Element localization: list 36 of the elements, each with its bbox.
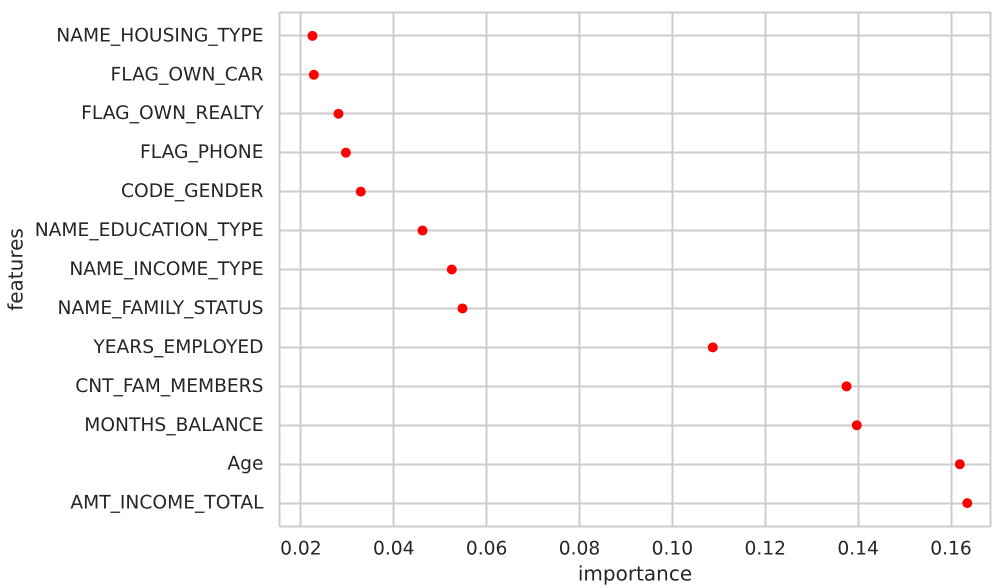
point [307,30,318,41]
y-tick-label: CODE_GENDER [120,181,264,202]
x-tick-label: 0.08 [558,538,600,560]
y-tick-label: NAME_FAMILY_STATUS [58,298,264,319]
x-tick-label: 0.14 [837,538,879,560]
x-tick-label: 0.06 [466,538,508,560]
point [356,186,366,197]
y-tick-label: FLAG_PHONE [140,142,264,164]
x-tick-label: 0.02 [280,538,322,560]
y-tick-label: NAME_EDUCATION_TYPE [34,220,264,242]
x-tick-label: 0.16 [930,538,972,560]
point [457,303,468,314]
x-axis-title: importance [578,562,692,586]
y-tick-label: FLAG_OWN_CAR [110,64,264,86]
y-tick-label: NAME_HOUSING_TYPE [56,25,264,46]
x-tick-label: 0.04 [372,538,415,560]
point [852,420,862,430]
y-tick-label: FLAG_OWN_REALTY [81,103,264,124]
y-axis-title: features [4,228,28,311]
y-tick-label: CNT_FAM_MEMBERS [75,376,264,397]
point [418,226,428,236]
point [962,498,972,508]
point [333,108,344,119]
point [708,342,718,352]
point [954,459,965,470]
y-tick-label: AMT_INCOME_TOTAL [70,492,264,514]
point [340,148,351,158]
y-tick-label: NAME_INCOME_TYPE [69,259,264,280]
point [842,381,852,392]
x-tick-label: 0.12 [744,538,786,560]
point [308,70,319,80]
y-tick-label: MONTHS_BALANCE [84,414,264,436]
y-tick-label: Age [227,454,264,475]
x-tick-label: 0.10 [652,538,694,560]
point [446,264,457,274]
y-tick-label: YEARS_EMPLOYED [92,336,264,358]
